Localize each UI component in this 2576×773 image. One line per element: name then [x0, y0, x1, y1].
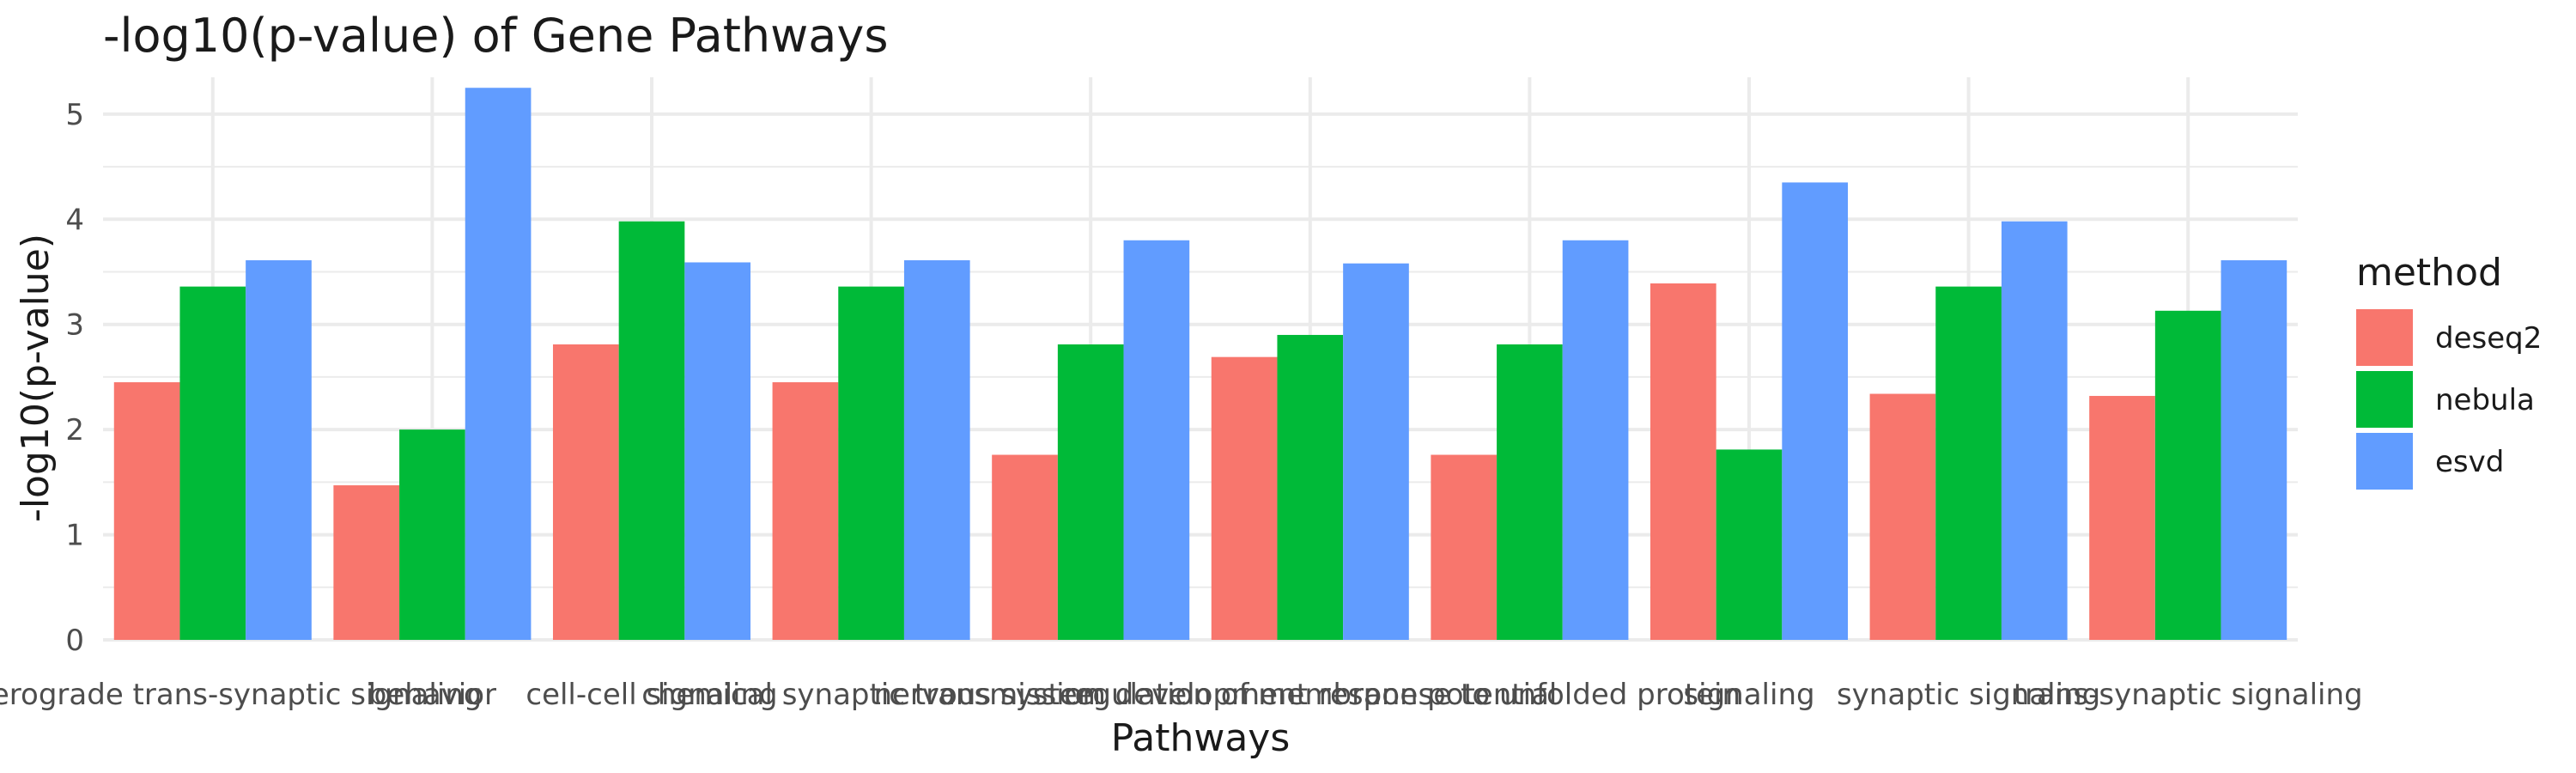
x-axis-title: Pathways [1111, 716, 1291, 760]
bar-deseq2 [1211, 356, 1278, 640]
bar-esvd [246, 260, 312, 640]
y-axis-ticks: 0 1 2 3 4 5 [65, 98, 84, 658]
bar-deseq2 [1649, 283, 1716, 640]
x-tick-label: behavior [368, 678, 496, 712]
legend-label-esvd: esvd [2435, 445, 2504, 479]
x-tick-label: trans-synaptic signaling [2014, 678, 2363, 712]
y-tick-label: 4 [65, 203, 84, 237]
legend-key-esvd [2356, 433, 2413, 490]
legend-label-deseq2: deseq2 [2435, 321, 2542, 356]
bar-nebula [179, 286, 246, 640]
x-tick-label: nervous system development [873, 678, 1307, 712]
bar-deseq2 [113, 382, 180, 640]
bar-esvd [465, 88, 532, 641]
y-tick-label: 0 [65, 624, 84, 658]
x-tick-label: signaling [1683, 678, 1814, 712]
bar-esvd [1123, 240, 1190, 640]
bar-nebula [399, 429, 465, 640]
x-tick-label: chemical synaptic transmission [641, 678, 1101, 712]
bar-nebula [1716, 449, 1783, 640]
legend-key-deseq2 [2356, 309, 2413, 366]
legend-title: method [2356, 251, 2502, 295]
bar-esvd [903, 260, 970, 640]
legend-label-nebula: nebula [2435, 383, 2535, 417]
x-tick-label: synaptic signaling [1837, 678, 2100, 712]
bar-deseq2 [772, 382, 839, 640]
y-tick-label: 1 [65, 519, 84, 553]
legend-key-nebula [2356, 371, 2413, 428]
bar-deseq2 [333, 485, 400, 640]
bar-esvd [1782, 182, 1849, 640]
x-tick-label: anterograde trans-synaptic signaling [0, 678, 482, 712]
bar-nebula [1497, 344, 1563, 640]
y-tick-label: 2 [65, 413, 84, 447]
chart-title: -log10(p-value) of Gene Pathways [103, 9, 889, 63]
legend: method deseq2 nebula esvd [2356, 251, 2542, 490]
x-tick-label: cell-cell signaling [526, 678, 777, 712]
y-tick-label: 5 [65, 98, 84, 132]
bar-nebula [838, 286, 904, 640]
bar-nebula [1935, 286, 2002, 640]
bar-esvd [1343, 263, 1409, 640]
bar-esvd [2221, 260, 2287, 640]
bars [113, 88, 2287, 641]
bar-esvd [1562, 240, 1629, 640]
bar-nebula [1277, 334, 1344, 640]
x-axis-ticks: anterograde trans-synaptic signalingbeha… [0, 678, 2363, 712]
y-tick-label: 3 [65, 308, 84, 343]
bar-deseq2 [552, 344, 619, 640]
y-axis-title: -log10(p-value) [14, 234, 58, 522]
bar-esvd [2001, 221, 2068, 640]
x-tick-label: regulation of membrane potential [1063, 678, 1557, 712]
bar-nebula [1057, 344, 1124, 640]
bar-deseq2 [1431, 454, 1498, 640]
bar-deseq2 [1869, 393, 1936, 640]
bar-esvd [684, 262, 751, 640]
bar-nebula [2154, 310, 2221, 640]
bar-deseq2 [2089, 395, 2155, 640]
x-tick-label: response to unfolded protein [1319, 678, 1741, 712]
bar-nebula [618, 221, 685, 640]
bar-deseq2 [992, 454, 1058, 640]
